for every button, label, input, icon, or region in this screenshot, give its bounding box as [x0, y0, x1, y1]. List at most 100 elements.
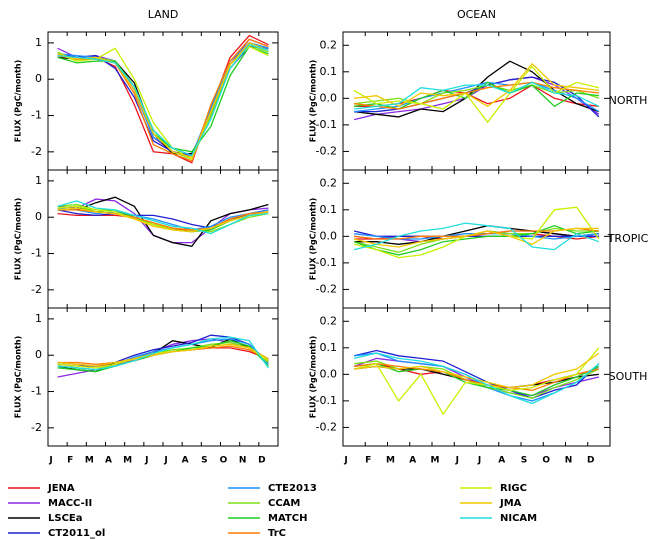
series-line: [353, 222, 600, 251]
x-tick-label: F: [67, 456, 73, 466]
legend-label: JENA: [47, 483, 75, 494]
series-line: [353, 227, 599, 253]
y-tick-label: -0.1: [316, 118, 337, 131]
series-line: [354, 81, 599, 110]
legend-label: RIGC: [500, 483, 527, 494]
y-tick-label: -0.1: [316, 256, 337, 269]
series-line: [57, 42, 269, 159]
y-tick-label: -1: [31, 247, 42, 260]
series-line: [353, 352, 600, 405]
series-line: [354, 84, 600, 105]
row-label: TROPIC: [607, 232, 649, 245]
y-tick-label: 1: [35, 36, 42, 49]
legend-label: NICAM: [500, 513, 537, 524]
y-tick-label: -0.1: [316, 394, 337, 407]
y-tick-label: -0.2: [316, 282, 337, 295]
y-tick-label: 1: [35, 312, 42, 325]
x-tick-label: A: [409, 456, 416, 466]
y-tick-label: 0: [35, 210, 42, 223]
y-tick-label: 0.2: [320, 314, 338, 327]
series-line: [353, 65, 600, 124]
legend-label: JMA: [499, 498, 522, 509]
row-label: NORTH: [609, 94, 648, 107]
series-line: [57, 43, 269, 157]
legend-label: CT2011_ol: [48, 528, 105, 539]
y-tick-label: -1: [31, 109, 42, 122]
x-tick-label: J: [144, 456, 148, 466]
column-title: OCEAN: [457, 8, 496, 21]
column-title: LAND: [148, 8, 179, 21]
series-line: [57, 343, 269, 367]
x-tick-label: D: [258, 456, 265, 466]
x-tick-label: M: [123, 456, 132, 466]
legend-label: MATCH: [268, 513, 307, 524]
y-tick-label: -2: [31, 283, 42, 296]
x-tick-label: M: [85, 456, 94, 466]
y-axis-label: FLUX (PgC/month): [309, 336, 318, 418]
series-line: [354, 363, 600, 391]
y-axis-label: FLUX (PgC/month): [14, 60, 23, 142]
series-line: [354, 81, 600, 110]
series-line: [354, 225, 599, 245]
legend-label: CTE2013: [268, 483, 317, 494]
y-tick-label: 0.0: [320, 367, 338, 380]
series-line: [353, 347, 600, 416]
x-tick-label: D: [587, 456, 594, 466]
x-tick-label: A: [182, 456, 189, 466]
series-line: [353, 227, 599, 248]
y-tick-label: 0.2: [320, 176, 338, 189]
legend-label: CCAM: [268, 498, 300, 509]
legend-label: MACC-II: [48, 498, 92, 509]
x-tick-label: S: [521, 456, 527, 466]
series-line: [354, 363, 600, 397]
x-tick-label: O: [542, 456, 550, 466]
series-line: [354, 76, 600, 118]
y-tick-label: 0.0: [320, 91, 338, 104]
x-tick-label: J: [343, 456, 347, 466]
y-tick-label: 0: [35, 72, 42, 85]
series-line: [57, 196, 269, 248]
y-tick-label: -2: [31, 145, 42, 158]
y-tick-label: -2: [31, 421, 42, 434]
x-tick-label: N: [239, 456, 247, 466]
y-axis-label: FLUX (PgC/month): [309, 60, 318, 142]
y-axis-label: FLUX (PgC/month): [309, 198, 318, 280]
x-tick-label: S: [201, 456, 207, 466]
x-tick-label: N: [565, 456, 573, 466]
y-tick-label: 0.1: [320, 341, 338, 354]
plot-frame: [47, 307, 279, 447]
series-line: [57, 207, 269, 231]
y-axis-label: FLUX (PgC/month): [14, 336, 23, 418]
y-axis-label: FLUX (PgC/month): [14, 198, 23, 280]
x-tick-label: M: [386, 456, 395, 466]
row-label: SOUTH: [609, 370, 648, 383]
x-tick-label: J: [455, 456, 459, 466]
y-tick-label: -0.2: [316, 144, 337, 157]
series-line: [353, 225, 599, 256]
y-tick-label: 0.0: [320, 229, 338, 242]
x-tick-label: A: [105, 456, 112, 466]
y-tick-label: 0.2: [320, 38, 338, 51]
series-line: [353, 76, 600, 121]
legend-label: TrC: [268, 528, 286, 539]
x-tick-label: F: [365, 456, 371, 466]
series-line: [353, 230, 599, 237]
legend-label: LSCEa: [48, 513, 83, 524]
series-line: [57, 207, 269, 233]
y-tick-label: -1: [31, 385, 42, 398]
x-tick-label: A: [498, 456, 505, 466]
y-tick-label: -0.2: [316, 420, 337, 433]
x-tick-label: J: [48, 456, 52, 466]
x-tick-label: O: [220, 456, 228, 466]
series-line: [353, 349, 600, 399]
y-tick-label: 0.1: [320, 65, 338, 78]
x-tick-label: J: [163, 456, 167, 466]
series-line: [57, 200, 269, 235]
plot-frame: [342, 31, 611, 171]
series-line: [57, 45, 269, 153]
x-tick-label: J: [477, 456, 481, 466]
y-tick-label: 1: [35, 174, 42, 187]
series-line: [57, 336, 269, 371]
x-tick-label: M: [431, 456, 440, 466]
